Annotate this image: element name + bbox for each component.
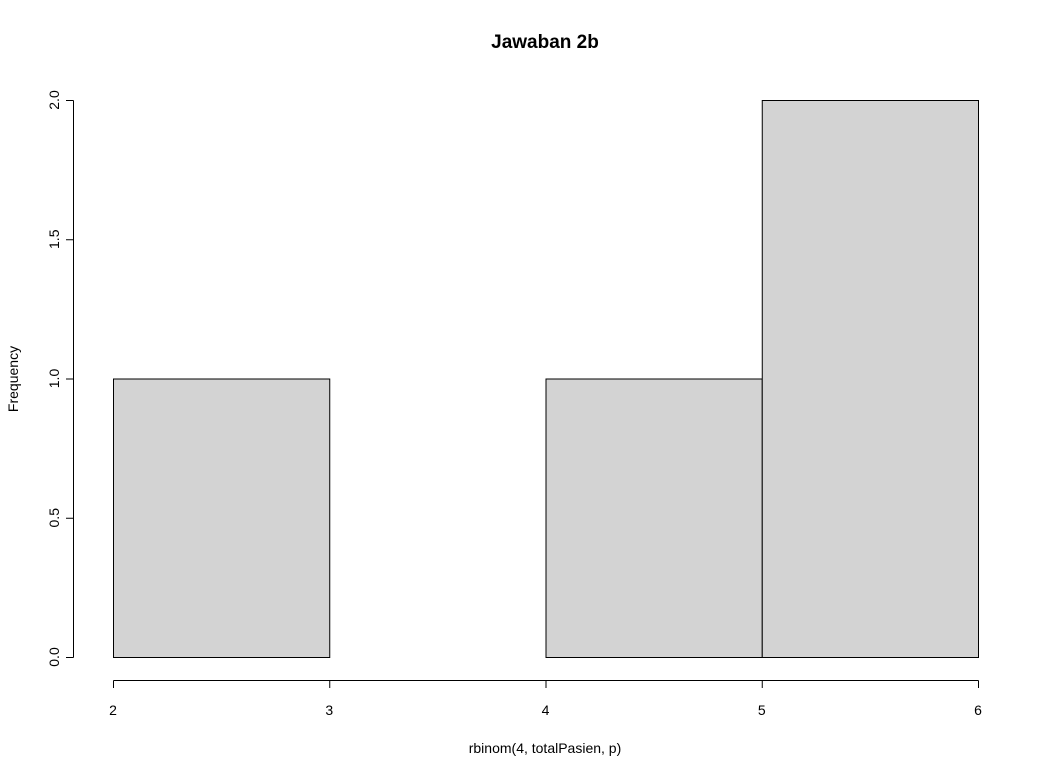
- y-axis-label: Frequency: [5, 346, 21, 412]
- y-tick-label: 0.0: [46, 647, 62, 667]
- histogram-bar-2-3: [113, 378, 331, 658]
- y-tick-label: 1.5: [46, 229, 62, 249]
- x-tick-label: 6: [974, 702, 982, 718]
- x-tick-label: 3: [325, 702, 333, 718]
- y-tick-label: 1.0: [46, 369, 62, 389]
- y-tick-label: 0.5: [46, 508, 62, 528]
- bars-group: [113, 100, 979, 658]
- histogram-bar-5-6: [761, 100, 979, 658]
- histogram-bar-4-5: [545, 378, 763, 658]
- x-tick-label: 4: [542, 702, 550, 718]
- chart-title: Jawaban 2b: [491, 32, 599, 53]
- x-axis-label: rbinom(4, totalPasien, p): [469, 740, 622, 756]
- x-tick-label: 5: [758, 702, 766, 718]
- y-axis: 0.0 0.5 1.0 1.5 2.0: [46, 90, 74, 667]
- x-axis: 2 3 4 5 6: [109, 680, 982, 718]
- x-tick-label: 2: [109, 702, 117, 718]
- y-tick-label: 2.0: [46, 90, 62, 110]
